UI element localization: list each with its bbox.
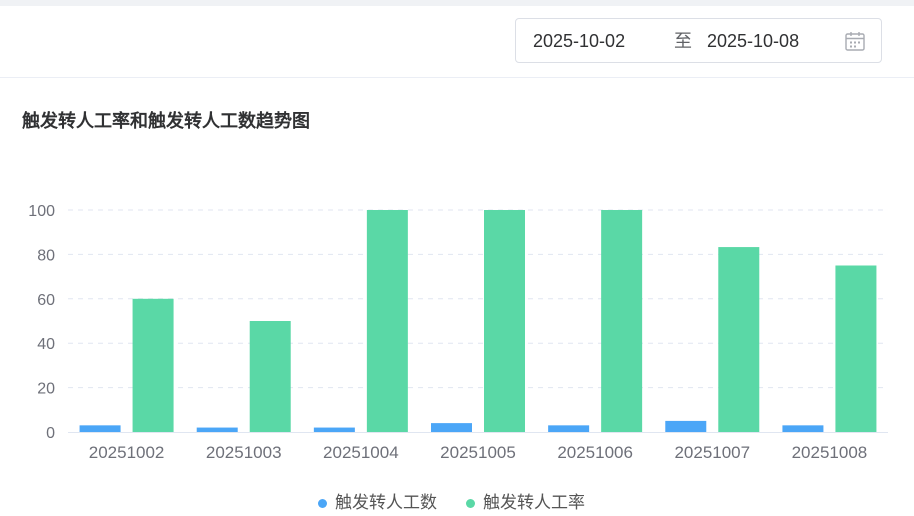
legend-label: 触发转人工率 — [483, 493, 585, 513]
top-strip — [0, 0, 914, 6]
bar-chart: 0 20 40 60 80 100 20251002 20251003 20251004 2025… — [28, 203, 888, 462]
bar-rate — [601, 210, 643, 432]
chart-title: 触发转人工率和触发转人工数趋势图 — [22, 111, 310, 132]
y-tick-label: 80 — [37, 247, 55, 264]
x-tick-label: 20251007 — [674, 443, 750, 462]
bar-count — [665, 420, 707, 432]
legend-item[interactable]: 触发转人工数 — [318, 492, 437, 514]
date-range-picker[interactable]: 2025-10-02 至 2025-10-08 — [515, 18, 882, 63]
end-date[interactable]: 2025-10-08 — [707, 31, 800, 51]
bar-rate — [249, 321, 291, 432]
legend-label: 触发转人工数 — [335, 493, 437, 513]
x-tick-label: 20251008 — [792, 443, 868, 462]
start-date[interactable]: 2025-10-02 — [533, 31, 626, 51]
y-tick-label: 60 — [37, 292, 55, 309]
x-tick-label: 20251003 — [206, 443, 282, 462]
calendar-icon[interactable] — [843, 29, 867, 53]
legend-dot — [466, 498, 475, 508]
bar-rate — [132, 298, 174, 432]
y-tick-label: 100 — [28, 203, 55, 220]
x-tick-label: 20251004 — [323, 443, 399, 462]
bar-count — [79, 425, 121, 432]
bar-rate — [718, 247, 760, 432]
y-tick-label: 40 — [37, 336, 55, 353]
bar-rate — [366, 210, 408, 432]
legend-item[interactable]: 触发转人工率 — [466, 492, 585, 514]
y-tick-label: 0 — [46, 425, 55, 442]
x-tick-label: 20251002 — [89, 443, 165, 462]
bar-count — [782, 425, 824, 432]
bar-count — [548, 425, 590, 432]
date-separator: 至 — [674, 31, 692, 51]
bar-rate — [484, 210, 525, 432]
bar-rate — [835, 265, 877, 432]
x-tick-label: 20251006 — [557, 443, 633, 462]
bar-count — [313, 427, 355, 432]
header-divider — [0, 77, 914, 78]
legend-dot — [318, 498, 327, 508]
y-tick-label: 20 — [37, 381, 55, 398]
chart-legend: 触发转人工数 触发转人工率 — [0, 492, 914, 516]
bar-count — [196, 427, 238, 432]
x-tick-label: 20251005 — [440, 443, 516, 462]
bar-count — [431, 423, 472, 432]
